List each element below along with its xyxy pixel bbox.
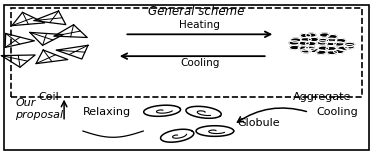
Text: Cooling: Cooling bbox=[317, 107, 359, 117]
Circle shape bbox=[317, 41, 328, 45]
Text: Our
proposal: Our proposal bbox=[15, 98, 63, 120]
Text: Globule: Globule bbox=[238, 118, 280, 128]
Text: Relaxing: Relaxing bbox=[83, 107, 131, 117]
Circle shape bbox=[290, 38, 301, 42]
Text: Coil: Coil bbox=[38, 92, 60, 102]
Circle shape bbox=[301, 49, 311, 53]
Circle shape bbox=[338, 46, 348, 51]
Circle shape bbox=[305, 46, 316, 50]
Text: General scheme: General scheme bbox=[148, 5, 244, 18]
Circle shape bbox=[318, 46, 329, 50]
Circle shape bbox=[316, 50, 326, 54]
Circle shape bbox=[308, 37, 319, 42]
Circle shape bbox=[318, 38, 328, 43]
Text: Aggregate: Aggregate bbox=[293, 92, 351, 102]
Circle shape bbox=[344, 45, 355, 49]
Circle shape bbox=[326, 41, 336, 46]
Circle shape bbox=[305, 41, 316, 46]
Circle shape bbox=[289, 41, 299, 45]
Circle shape bbox=[327, 34, 337, 39]
Text: Cooling: Cooling bbox=[180, 58, 219, 68]
Circle shape bbox=[345, 42, 355, 47]
Circle shape bbox=[319, 33, 330, 37]
Circle shape bbox=[306, 33, 316, 37]
Circle shape bbox=[327, 50, 338, 55]
Circle shape bbox=[298, 46, 309, 50]
Circle shape bbox=[326, 46, 336, 51]
Circle shape bbox=[290, 45, 300, 50]
Text: Heating: Heating bbox=[179, 20, 220, 30]
Circle shape bbox=[308, 48, 319, 53]
Circle shape bbox=[326, 38, 337, 43]
Circle shape bbox=[336, 39, 346, 43]
Circle shape bbox=[299, 41, 310, 45]
Circle shape bbox=[300, 33, 311, 38]
Circle shape bbox=[333, 49, 344, 54]
Circle shape bbox=[334, 42, 344, 46]
Circle shape bbox=[301, 37, 311, 42]
Bar bbox=[11, 8, 362, 97]
